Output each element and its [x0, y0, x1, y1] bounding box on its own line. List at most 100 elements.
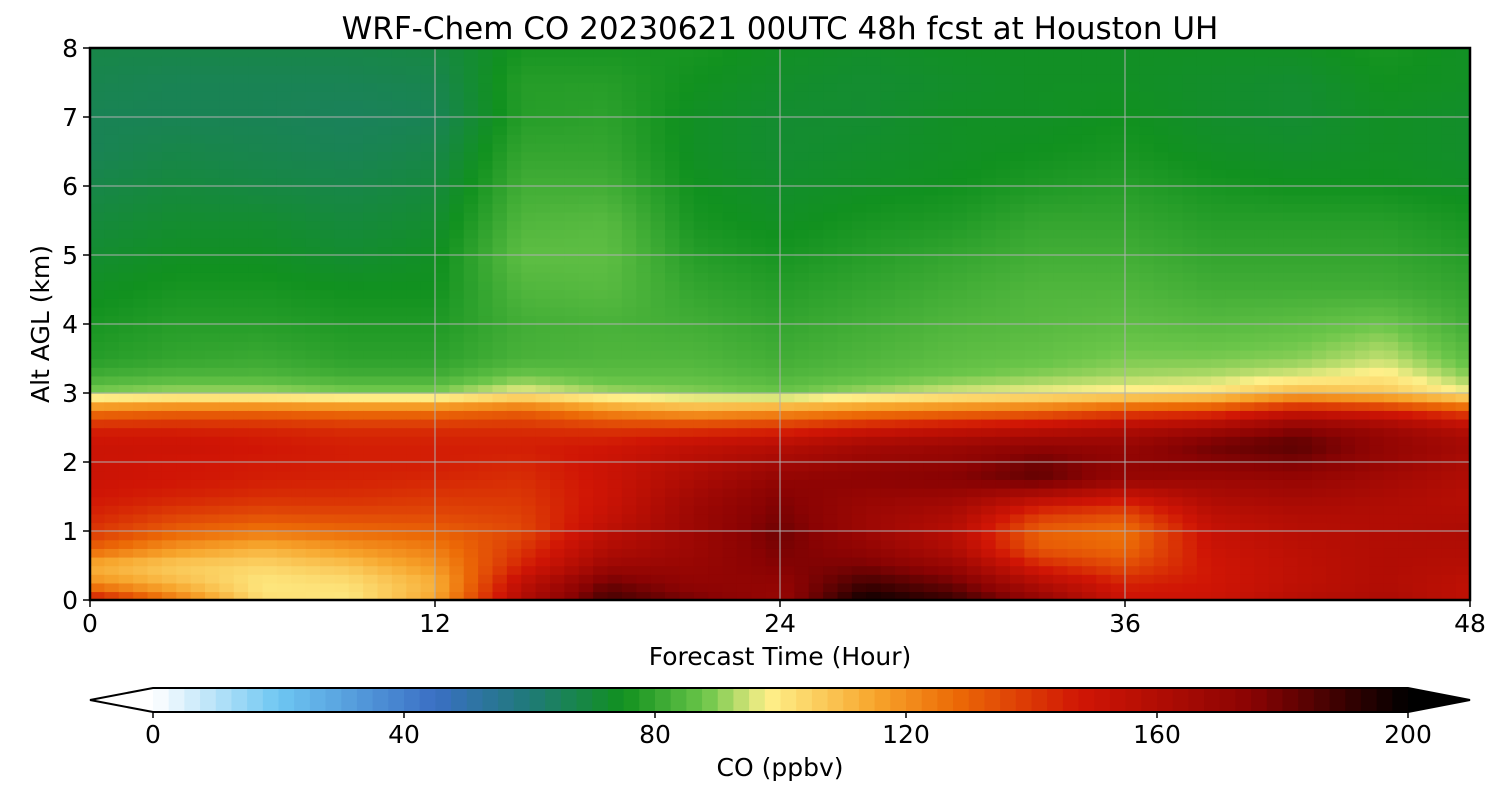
heatmap-cell: [1024, 229, 1040, 239]
heatmap-cell: [794, 168, 810, 179]
heatmap-cell: [478, 470, 494, 480]
heatmap-cell: [1053, 427, 1069, 437]
heatmap-cell: [636, 117, 652, 127]
heatmap-cell: [406, 108, 422, 118]
heatmap-cell: [506, 315, 522, 325]
heatmap-cell: [118, 73, 134, 84]
heatmap-cell: [147, 582, 163, 593]
heatmap-cell: [1067, 324, 1083, 334]
heatmap-cell: [765, 177, 781, 187]
heatmap-cell: [808, 324, 824, 334]
heatmap-cell: [118, 539, 134, 549]
heatmap-cell: [420, 358, 436, 368]
heatmap-cell: [1125, 565, 1141, 575]
heatmap-cell: [334, 341, 350, 351]
heatmap-cell: [765, 134, 781, 144]
heatmap-cell: [995, 73, 1011, 84]
heatmap-cell: [765, 237, 781, 248]
heatmap-cell: [736, 479, 752, 489]
heatmap-cell: [693, 82, 709, 92]
heatmap-cell: [765, 229, 781, 239]
heatmap-cell: [866, 341, 882, 351]
heatmap-cell: [90, 220, 106, 230]
heatmap-cell: [348, 272, 364, 282]
heatmap-cell: [693, 384, 709, 394]
heatmap-cell: [909, 384, 925, 394]
heatmap-cell: [593, 582, 609, 593]
heatmap-cell: [981, 349, 997, 360]
heatmap-cell: [1038, 427, 1054, 437]
heatmap-cell: [708, 272, 724, 282]
heatmap-cell: [262, 237, 278, 248]
heatmap-cell: [1182, 462, 1198, 472]
heatmap-cell: [463, 142, 479, 153]
heatmap-cell: [276, 73, 292, 84]
heatmap-cell: [205, 453, 221, 463]
heatmap-cell: [205, 91, 221, 101]
heatmap-cell: [995, 410, 1011, 420]
heatmap-cell: [1096, 82, 1112, 92]
heatmap-cell: [1168, 324, 1184, 334]
heatmap-cell: [751, 513, 767, 524]
heatmap-cell: [1182, 263, 1198, 273]
heatmap-cell: [923, 367, 939, 377]
heatmap-cell: [880, 203, 896, 213]
heatmap-cell: [161, 375, 177, 386]
heatmap-cell: [665, 125, 681, 135]
heatmap-cell: [708, 315, 724, 325]
heatmap-cell: [621, 349, 637, 360]
heatmap-cell: [1038, 418, 1054, 429]
heatmap-cell: [1010, 418, 1026, 429]
heatmap-cell: [981, 582, 997, 593]
heatmap-cell: [665, 194, 681, 204]
heatmap-cell: [449, 272, 465, 282]
heatmap-cell: [1110, 48, 1126, 58]
heatmap-cell: [478, 65, 494, 75]
heatmap-cell: [205, 487, 221, 498]
heatmap-cell: [377, 556, 393, 567]
heatmap-cell: [1024, 48, 1040, 58]
heatmap-cell: [305, 56, 321, 66]
heatmap-cell: [1053, 263, 1069, 273]
heatmap-cell: [363, 341, 379, 351]
heatmap-cell: [190, 358, 206, 368]
heatmap-cell: [578, 462, 594, 472]
heatmap-cell: [492, 134, 508, 144]
heatmap-cell: [377, 82, 393, 92]
heatmap-cell: [1110, 194, 1126, 204]
heatmap-cell: [693, 470, 709, 480]
heatmap-cell: [291, 375, 307, 386]
heatmap-cell: [363, 168, 379, 179]
heatmap-cell: [262, 513, 278, 524]
heatmap-cell: [1067, 186, 1083, 196]
heatmap-cell: [133, 418, 149, 429]
heatmap-cell: [1168, 349, 1184, 360]
heatmap-cell: [1067, 444, 1083, 455]
heatmap-cell: [334, 487, 350, 498]
heatmap-cell: [808, 306, 824, 317]
heatmap-cell: [1168, 531, 1184, 541]
heatmap-cell: [1139, 505, 1155, 515]
heatmap-cell: [880, 324, 896, 334]
heatmap-cell: [276, 229, 292, 239]
heatmap-cell: [219, 436, 235, 446]
heatmap-cell: [909, 125, 925, 135]
heatmap-cell: [104, 203, 120, 213]
heatmap-cell: [564, 565, 580, 575]
heatmap-cell: [506, 358, 522, 368]
heatmap-cell: [952, 177, 968, 187]
heatmap-cell: [981, 298, 997, 308]
heatmap-cell: [636, 306, 652, 317]
heatmap-cell: [435, 194, 451, 204]
heatmap-cell: [305, 117, 321, 127]
heatmap-cell: [1139, 65, 1155, 75]
heatmap-cell: [751, 229, 767, 239]
heatmap-cell: [449, 186, 465, 196]
heatmap-cell: [492, 410, 508, 420]
heatmap-cell: [435, 186, 451, 196]
heatmap-cell: [780, 306, 796, 317]
heatmap-cell: [837, 211, 853, 222]
heatmap-cell: [851, 177, 867, 187]
heatmap-cell: [248, 134, 264, 144]
heatmap-cell: [1139, 444, 1155, 455]
